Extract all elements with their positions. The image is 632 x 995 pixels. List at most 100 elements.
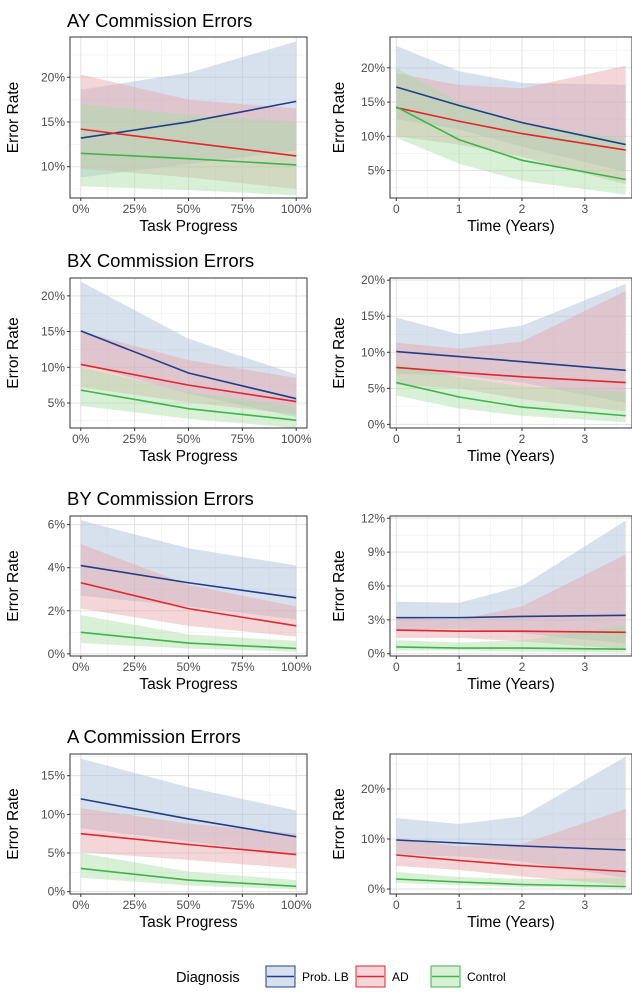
band-prob-lb bbox=[396, 520, 626, 644]
series-lines bbox=[395, 86, 626, 181]
x-tick-label: 3 bbox=[582, 898, 589, 912]
line-control bbox=[80, 867, 297, 888]
band-prob-lb bbox=[80, 281, 297, 418]
y-tick-label: 3% bbox=[368, 613, 386, 627]
legend-label-control: Control bbox=[467, 970, 506, 984]
plot-background bbox=[390, 278, 632, 428]
series-lines bbox=[396, 614, 626, 651]
line-ad bbox=[80, 832, 297, 856]
x-axis-title: Task Progress bbox=[139, 448, 237, 465]
x-tick-label: 1 bbox=[456, 202, 463, 216]
x-tick-label: 50% bbox=[176, 432, 200, 446]
line-control bbox=[80, 152, 297, 166]
panel-title: BY Commission Errors bbox=[67, 488, 254, 509]
band-ad bbox=[396, 554, 626, 650]
x-tick-label: 2 bbox=[519, 898, 526, 912]
y-tick-label: 10% bbox=[41, 360, 65, 374]
panel-title: A Commission Errors bbox=[67, 726, 241, 747]
line-ad bbox=[80, 128, 297, 157]
band-prob-lb bbox=[396, 283, 626, 403]
line-control bbox=[396, 381, 626, 417]
y-tick-label: 0% bbox=[368, 882, 386, 896]
legend: Diagnosis Prob. LB AD Control bbox=[176, 965, 506, 988]
series-lines bbox=[396, 350, 626, 417]
x-tick-label: 0 bbox=[393, 202, 400, 216]
y-tick-label: 5% bbox=[48, 396, 66, 410]
y-tick-label: 10% bbox=[361, 832, 385, 846]
y-tick-label: 5% bbox=[368, 164, 386, 178]
x-tick-label: 75% bbox=[230, 898, 254, 912]
y-tick-label: 15% bbox=[361, 95, 385, 109]
confidence-bands bbox=[80, 41, 297, 196]
x-tick-label: 25% bbox=[123, 660, 147, 674]
y-tick-label: 10% bbox=[41, 807, 65, 821]
panel-title: AY Commission Errors bbox=[67, 10, 252, 31]
x-axis-title: Task Progress bbox=[139, 914, 237, 931]
y-tick-label: 9% bbox=[368, 545, 386, 559]
band-control bbox=[80, 853, 297, 890]
x-tick-label: 3 bbox=[582, 202, 589, 216]
y-tick-label: 0% bbox=[368, 647, 386, 661]
y-axis-title: Error Rate bbox=[331, 82, 348, 154]
line-ad bbox=[80, 363, 297, 403]
panel-7: 0 1 2 3 0% 10% 20% Time (Years) Error Rate bbox=[331, 753, 632, 931]
band-ad bbox=[396, 809, 626, 885]
line-prob-lb bbox=[396, 614, 626, 619]
legend-title: Diagnosis bbox=[176, 970, 240, 986]
y-tick-label: 15% bbox=[361, 309, 385, 323]
x-axis-title: Time (Years) bbox=[467, 914, 555, 931]
line-control bbox=[396, 878, 626, 888]
y-tick-label: 4% bbox=[48, 561, 66, 575]
y-tick-label: 5% bbox=[48, 846, 66, 860]
panel-4: 0% 25% 50% 75% 100% 0% 2% 4% 6% Task Progress Erro… bbox=[5, 488, 312, 693]
band-control bbox=[396, 625, 626, 653]
y-tick-label: 0% bbox=[48, 647, 66, 661]
x-tick-label: 0 bbox=[393, 898, 400, 912]
confidence-bands bbox=[80, 758, 297, 890]
y-tick-label: 15% bbox=[41, 115, 65, 129]
band-ad bbox=[396, 65, 626, 185]
x-axis-title: Task Progress bbox=[139, 218, 237, 235]
y-tick-label: 15% bbox=[41, 325, 65, 339]
y-axis-title: Error Rate bbox=[5, 82, 22, 154]
y-tick-label: 6% bbox=[48, 518, 66, 532]
line-control bbox=[395, 106, 626, 181]
band-ad bbox=[80, 74, 297, 190]
series-lines bbox=[80, 330, 297, 421]
x-tick-label: 25% bbox=[123, 432, 147, 446]
plot-border bbox=[389, 753, 632, 895]
band-prob-lb bbox=[80, 758, 297, 856]
x-tick-label: 0% bbox=[72, 660, 90, 674]
panel-title: BX Commission Errors bbox=[67, 250, 254, 271]
line-control bbox=[80, 631, 297, 650]
x-axis-title: Time (Years) bbox=[467, 448, 555, 465]
line-prob-lb bbox=[396, 86, 626, 146]
x-tick-label: 25% bbox=[123, 898, 147, 912]
x-tick-label: 25% bbox=[123, 202, 147, 216]
x-axis-title: Time (Years) bbox=[467, 676, 555, 693]
x-tick-label: 50% bbox=[176, 898, 200, 912]
x-tick-label: 0% bbox=[72, 202, 90, 216]
x-tick-label: 0 bbox=[393, 432, 400, 446]
confidence-bands bbox=[396, 283, 626, 423]
x-axis-title: Task Progress bbox=[139, 676, 237, 693]
band-ad bbox=[80, 544, 297, 637]
line-prob-lb bbox=[80, 564, 297, 599]
confidence-bands bbox=[80, 520, 297, 652]
panel-5: 0 1 2 3 0% 3% 6% 9% 12% Time (Years) Error Rate bbox=[331, 511, 632, 693]
line-ad bbox=[396, 106, 626, 151]
y-tick-label: 10% bbox=[361, 129, 385, 143]
y-axis-title: Error Rate bbox=[331, 550, 348, 622]
x-tick-label: 0 bbox=[393, 660, 400, 674]
band-prob-lb bbox=[80, 41, 297, 178]
x-tick-label: 1 bbox=[456, 660, 463, 674]
legend-label-ad: AD bbox=[392, 970, 409, 984]
y-tick-label: 20% bbox=[41, 289, 65, 303]
y-tick-label: 0% bbox=[48, 885, 66, 899]
panel-2: 0% 25% 50% 75% 100% 5% 10% 15% 20% Task Progress E… bbox=[5, 250, 312, 465]
band-ad bbox=[80, 808, 297, 869]
band-control bbox=[396, 872, 626, 889]
panel-1: 0 1 2 3 5% 10% 15% 20% Time (Years) Error Rate bbox=[331, 36, 632, 235]
legend-label-prob-lb: Prob. LB bbox=[302, 970, 349, 984]
